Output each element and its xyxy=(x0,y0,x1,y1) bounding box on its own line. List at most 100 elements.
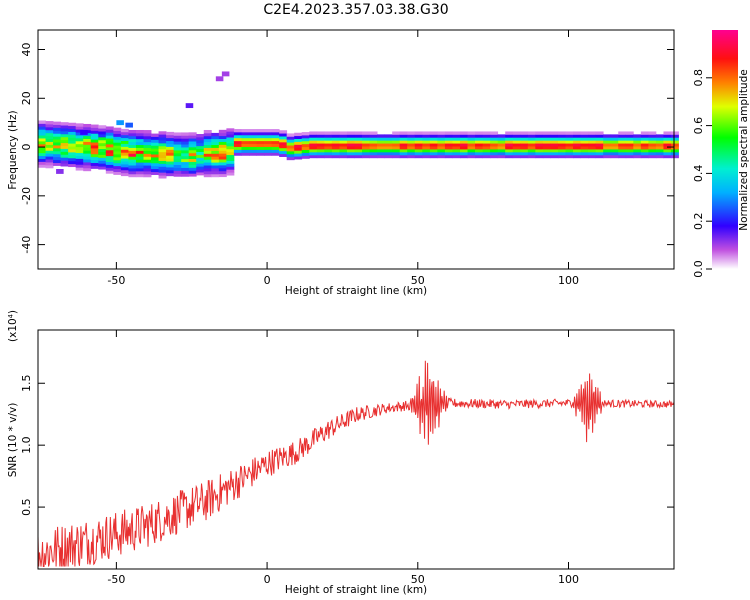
spectrogram-cell xyxy=(580,140,589,144)
spectrogram-cell xyxy=(105,129,114,133)
spectrogram-cell xyxy=(550,140,559,144)
spectrogram-cell xyxy=(98,148,107,152)
spectrogram-cell xyxy=(249,134,257,139)
spectrogram-cell xyxy=(135,153,144,157)
spectrogram-cell xyxy=(203,132,212,137)
spectrogram-cell xyxy=(444,146,453,150)
spectrogram-cell xyxy=(369,134,378,138)
spectrogram-cell xyxy=(490,143,499,147)
spectrogram-cell xyxy=(309,131,318,135)
spectrogram-cell xyxy=(294,147,303,151)
spectrogram-cell xyxy=(68,125,77,129)
spectrogram-cell xyxy=(580,131,589,135)
spectrogram-cell xyxy=(128,138,137,143)
spectrogram-cell xyxy=(143,150,152,154)
spectrogram-cell xyxy=(256,146,265,150)
spectrogram-cell xyxy=(83,162,92,166)
spectrogram-cell xyxy=(98,157,107,161)
spectrogram-cell xyxy=(218,159,227,163)
spectrogram-cell xyxy=(166,164,175,168)
spectrogram-cell xyxy=(294,135,303,139)
spectrogram-cell xyxy=(369,140,378,144)
spectrogram-cell xyxy=(339,131,348,135)
spectrogram-cell xyxy=(490,149,499,153)
spectrogram-cell xyxy=(346,151,355,156)
snr-series-line xyxy=(38,360,674,568)
spectrogram-cell xyxy=(663,140,672,144)
spectrogram-cell xyxy=(226,131,235,135)
spectrogram-cell xyxy=(362,151,370,156)
spectrogram-cell xyxy=(663,151,672,156)
spectrogram-cell xyxy=(173,132,182,136)
spectrogram-cell xyxy=(429,131,438,135)
spectrogram-cell xyxy=(633,154,642,159)
spectrogram-cell xyxy=(618,131,627,135)
spectrogram-cell xyxy=(218,141,227,145)
spectrogram-cell xyxy=(60,154,69,158)
spectrogram-cell xyxy=(392,134,401,138)
spectrogram-cell xyxy=(38,149,46,154)
spectrogram-cell xyxy=(595,154,604,159)
spectrogram-cell xyxy=(68,160,77,165)
spectrogram-cell xyxy=(354,146,363,150)
spectrogram-cell xyxy=(309,154,318,159)
spectrogram-cell xyxy=(113,171,122,175)
spectrogram-frame xyxy=(37,29,675,270)
spectrogram-cell xyxy=(113,127,122,131)
spectrogram-cell xyxy=(98,134,107,138)
spectrogram-cell xyxy=(196,142,205,147)
spectrogram-cell xyxy=(196,151,205,155)
spectrogram-cell xyxy=(90,150,99,155)
spectrogram-cell xyxy=(75,167,84,171)
spectrogram-cell xyxy=(482,137,491,141)
spectrogram-cell xyxy=(505,151,514,156)
spectrogram-cell xyxy=(414,140,423,144)
spectrogram-cell xyxy=(339,140,348,144)
spectrogram-cell xyxy=(670,154,679,159)
spectrogram-cell xyxy=(166,137,175,142)
spectrogram-cell xyxy=(437,131,446,135)
spectrogram-cell xyxy=(173,158,182,163)
spectrogram-cell xyxy=(196,172,205,176)
spectrogram-cell xyxy=(573,154,581,159)
spectrogram-cell xyxy=(301,146,310,151)
spectrogram-cell xyxy=(105,135,114,139)
spectrogram-cell xyxy=(218,173,227,178)
spectrogram-cell xyxy=(181,138,190,142)
spectrogram-cell xyxy=(143,156,152,160)
spectrogram-cell xyxy=(482,143,491,147)
spectrogram-cell xyxy=(655,151,664,156)
spectrogram-cell xyxy=(309,134,318,138)
spectrogram-cell xyxy=(226,160,235,164)
spectrogram-cell xyxy=(407,137,416,141)
spectrogram-cell xyxy=(633,143,642,147)
spectrogram-cell xyxy=(580,143,589,147)
spectrogram-cell xyxy=(286,150,295,155)
spectrogram-cell xyxy=(316,149,325,153)
spectrogram-cell xyxy=(196,145,205,150)
spectrogram-cell xyxy=(271,137,280,142)
spectrogram-cell xyxy=(648,149,657,153)
spectrogram-cell xyxy=(90,136,99,140)
spectrogram-cell xyxy=(53,162,62,166)
spectrogram-cell xyxy=(60,151,69,155)
spectrogram-cell xyxy=(181,158,190,163)
spectrogram-y-axis-label: Frequency (Hz) xyxy=(7,110,19,189)
spectrogram-cell xyxy=(83,141,92,145)
spectrogram-cell xyxy=(143,135,152,140)
spectrogram-cell xyxy=(113,159,122,164)
spectrogram-cell xyxy=(218,138,227,142)
snr-x-tick-label: 100 xyxy=(558,573,579,586)
spectrogram-cell xyxy=(68,149,77,153)
spectrogram-cell xyxy=(475,149,483,153)
spectrogram-cell xyxy=(53,145,62,149)
spectrogram-cell xyxy=(331,143,340,147)
spectrogram-cell xyxy=(128,153,137,157)
spectrogram-cell xyxy=(45,150,54,154)
spectrogram-cell xyxy=(158,131,167,135)
spectrogram-cell xyxy=(422,149,431,153)
spectrogram-cell xyxy=(437,146,446,150)
spectrogram-cell xyxy=(610,154,619,159)
spectrogram-cell xyxy=(331,146,340,150)
spectrogram-cell xyxy=(392,149,401,153)
